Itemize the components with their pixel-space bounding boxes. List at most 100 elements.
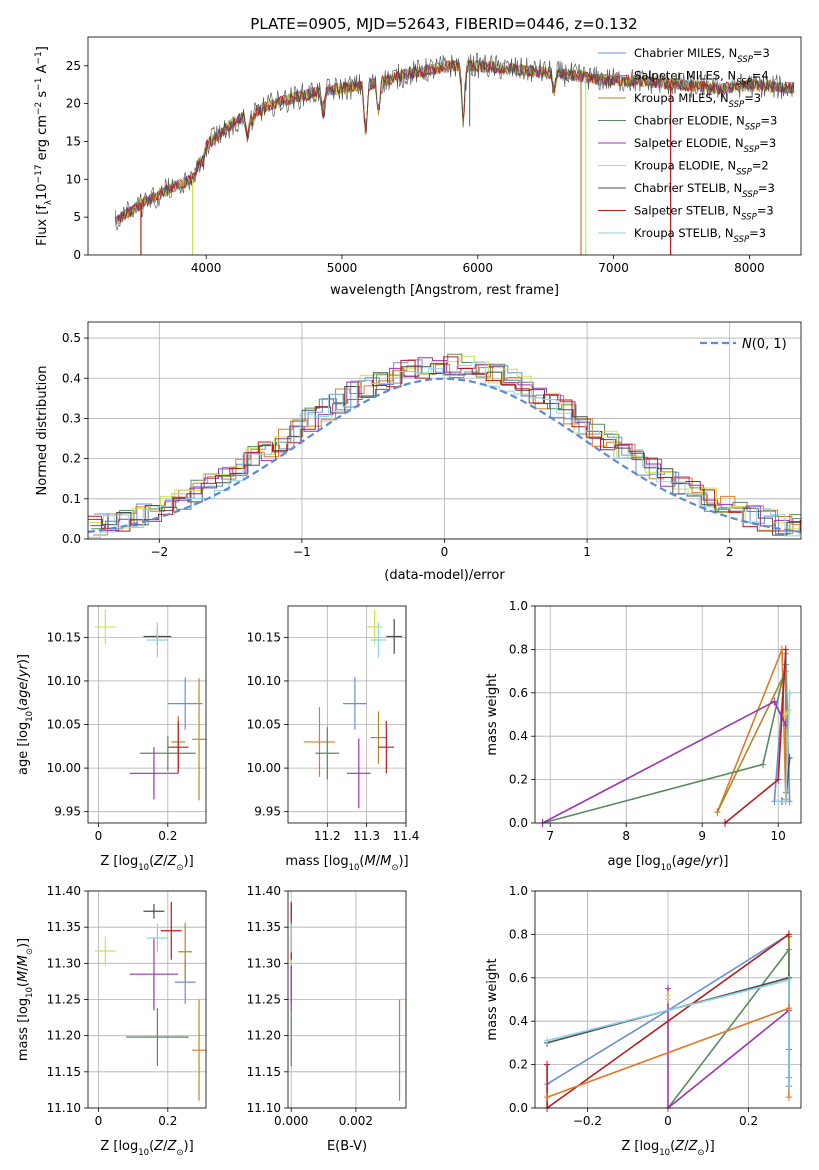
x-tick-label: 0	[95, 1114, 103, 1128]
histogram-series	[88, 362, 801, 538]
normal-reference-curve	[87, 377, 802, 534]
x-tick-label: 11.3	[353, 829, 380, 843]
x-tick-label: 8	[622, 829, 630, 843]
y-tick-label: 9.95	[254, 805, 281, 819]
histogram-series	[89, 355, 801, 531]
x-axis-label: wavelength [Angstrom, rest frame]	[330, 283, 559, 298]
x-tick-label: 11.4	[393, 829, 420, 843]
x-tick-label: 0.000	[274, 1114, 308, 1128]
x-axis-label: age [log10(age/yr)]	[608, 854, 729, 873]
legend-entry: Chabrier ELODIE, NSSP=3	[634, 114, 777, 133]
weight-series-line	[546, 933, 790, 1108]
axes-frame	[287, 890, 407, 1109]
x-tick-label: 5000	[327, 261, 358, 275]
x-tick-label: 0.002	[339, 1114, 373, 1128]
axes-frame	[534, 605, 802, 824]
y-tick-label: 0.6	[509, 971, 528, 985]
x-tick-label: −2	[150, 545, 168, 559]
x-tick-label: 0	[95, 829, 103, 843]
weight-series-line	[667, 947, 790, 1108]
y-axis-label: Flux [fλ10−17 erg cm−2 s−1 A−1]	[34, 46, 54, 246]
y-tick-label: 5	[73, 210, 81, 224]
x-tick-label: 0	[441, 545, 449, 559]
axes-spectrum: 4000 5000 6000 7000 8000 0 5 10 15 20 25	[66, 59, 765, 275]
y-tick-label: 11.10	[247, 1101, 281, 1115]
y-axis-label: mass [log10(M/M⊙)]	[16, 938, 35, 1061]
y-tick-label: 0.0	[509, 1101, 528, 1115]
x-tick-label: 9	[698, 829, 706, 843]
x-axis-label: E(B-V)	[327, 1139, 367, 1154]
y-tick-label: 11.20	[247, 1029, 281, 1043]
y-axis-label: Normed distribution	[35, 366, 50, 496]
y-axis-label: mass weight	[485, 958, 500, 1040]
y-tick-label: 9.95	[54, 805, 81, 819]
axes-age_vs_Z: 0 0.2 9.95 10.00 10.05 10.10 10.15	[47, 606, 206, 843]
y-tick-label: 1.0	[509, 599, 528, 613]
x-tick-label: 0.2	[739, 1114, 758, 1128]
x-tick-label: 7000	[598, 261, 629, 275]
y-axis-label: mass weight	[485, 673, 500, 755]
weight-series-line	[546, 1007, 790, 1098]
y-tick-label: 0	[73, 248, 81, 262]
x-axis-label: Z [log10(Z/Z⊙)]	[100, 1139, 193, 1158]
legend-entry: Salpeter MILES, NSSP=4	[634, 69, 769, 88]
axes-frame	[87, 605, 207, 824]
x-tick-label: 8000	[734, 261, 765, 275]
y-tick-label: 25	[66, 59, 81, 73]
y-tick-label: 10.05	[47, 718, 81, 732]
y-tick-label: 11.25	[247, 993, 281, 1007]
y-tick-label: 0.2	[509, 773, 528, 787]
weight-series-line	[542, 664, 787, 823]
axes-frame	[87, 890, 207, 1109]
axes-age_vs_mass: 11.2 11.3 11.4 9.95 10.00 10.05 10.10 10.15	[247, 606, 420, 843]
x-tick-label: 0.2	[158, 829, 177, 843]
histogram-series	[93, 363, 801, 536]
legend-entry: Salpeter STELIB, NSSP=3	[634, 204, 774, 223]
x-axis-label: (data-model)/error	[384, 568, 505, 583]
x-axis-label: Z [log10(Z/Z⊙)]	[621, 1139, 714, 1158]
axes-frame	[534, 890, 802, 1109]
x-tick-label: −0.2	[573, 1114, 602, 1128]
y-tick-label: 0.8	[509, 927, 528, 941]
y-tick-label: 0.4	[509, 1014, 528, 1028]
legend-entry: Kroupa STELIB, NSSP=3	[634, 226, 766, 245]
y-tick-label: 11.15	[47, 1065, 81, 1079]
histogram-series	[91, 353, 801, 535]
y-tick-label: 11.10	[47, 1101, 81, 1115]
axes-mass_vs_Z: 0 0.2 11.10 11.15 11.20 11.25 11.30 11.35 11.40	[47, 884, 206, 1128]
y-tick-label: 10.15	[247, 630, 281, 644]
x-tick-label: 2	[726, 545, 734, 559]
y-tick-label: 0.5	[62, 331, 81, 345]
x-tick-label: 0	[664, 1114, 672, 1128]
histogram-series	[88, 363, 801, 536]
y-axis-label: age [log10(age/yr)]	[16, 654, 35, 775]
figure-title: PLATE=0905, MJD=52643, FIBERID=0446, z=0…	[250, 15, 637, 33]
y-tick-label: 11.35	[247, 920, 281, 934]
legend-entry: Kroupa MILES, NSSP=3	[634, 91, 761, 110]
y-tick-label: 0.4	[509, 729, 528, 743]
axes-frame	[287, 605, 407, 824]
spectrum-legend: Chabrier MILES, NSSP=3 Salpeter MILES, NS…	[598, 46, 777, 245]
axes-mass_vs_ebv: 0.000 0.002 11.10 11.15 11.20 11.25 11.30 11.35…	[247, 884, 406, 1128]
y-tick-label: 0.1	[62, 492, 81, 506]
histogram-series	[90, 357, 801, 531]
y-tick-label: 11.35	[47, 920, 81, 934]
y-tick-label: 11.15	[247, 1065, 281, 1079]
x-axis-label: mass [log10(M/M⊙)]	[285, 854, 408, 873]
histogram-series	[88, 356, 801, 532]
weight-series-line	[667, 988, 790, 1108]
x-tick-label: 0.2	[158, 1114, 177, 1128]
y-tick-label: 1.0	[509, 884, 528, 898]
axes-weight_vs_age: 7 8 9 10 0.0 0.2 0.4 0.6 0.8 1.0	[509, 599, 801, 843]
spectrum-series-line	[114, 52, 795, 232]
spectrum-series-line	[115, 59, 795, 223]
legend-entry: Kroupa ELODIE, NSSP=2	[634, 159, 769, 178]
y-tick-label: 20	[66, 97, 81, 111]
y-tick-label: 0.8	[509, 642, 528, 656]
y-tick-label: 0.4	[62, 371, 81, 385]
y-tick-label: 0.2	[509, 1058, 528, 1072]
reference-legend-label: N(0, 1)	[742, 337, 787, 352]
y-tick-label: 11.40	[247, 884, 281, 898]
x-tick-label: 7	[546, 829, 554, 843]
x-axis-label: Z [log10(Z/Z⊙)]	[100, 854, 193, 873]
